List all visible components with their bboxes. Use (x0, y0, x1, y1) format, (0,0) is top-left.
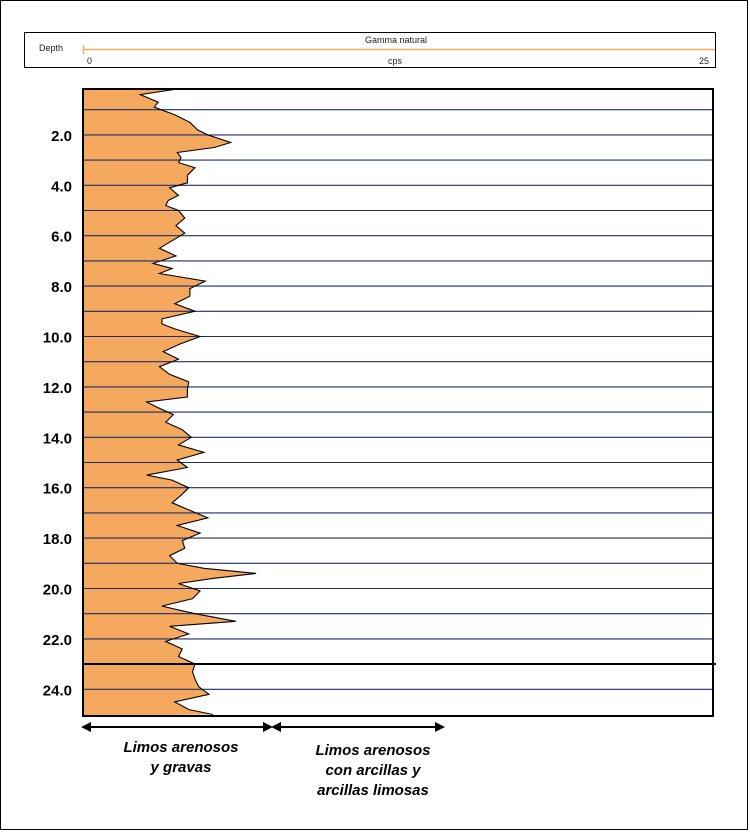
y-tick-label-18.0: 18.0 (43, 531, 72, 548)
right-zone-annotation: Limos arenosos con arcillas y arcillas l… (288, 741, 458, 801)
y-tick-label-8.0: 8.0 (51, 279, 72, 296)
right-zone-text: Limos arenosos con arcillas y arcillas l… (315, 742, 431, 799)
y-tick-label-10.0: 10.0 (43, 330, 72, 347)
right-zone-arrowhead-left (271, 722, 281, 732)
y-tick-label-14.0: 14.0 (43, 430, 72, 447)
y-tick-label-20.0: 20.0 (43, 582, 72, 599)
y-tick-label-2.0: 2.0 (51, 128, 72, 145)
plot-area (83, 89, 713, 716)
left-zone-text: Limos arenosos y gravas (123, 739, 239, 776)
y-tick-label-12.0: 12.0 (43, 380, 72, 397)
gamma-fill-area (83, 89, 257, 716)
y-tick-label-24.0: 24.0 (43, 682, 72, 699)
depth-label: Depth (39, 43, 64, 53)
scale-max-label: 25 (699, 56, 710, 66)
y-tick-label-6.0: 6.0 (51, 229, 72, 246)
y-tick-label-4.0: 4.0 (51, 178, 72, 195)
y-tick-label-16.0: 16.0 (43, 481, 72, 498)
curve-title: Gamma natural (365, 35, 428, 45)
left-zone-arrowhead-right (263, 722, 273, 732)
plot-border (82, 88, 714, 717)
left-zone-annotation: Limos arenosos y gravas (96, 738, 266, 778)
scale-min-label: 0 (87, 56, 93, 66)
y-tick-label-22.0: 22.0 (43, 632, 72, 649)
scale-unit-label: cps (388, 56, 403, 66)
right-zone-arrowhead-right (435, 722, 445, 732)
left-zone-arrowhead-left (81, 722, 91, 732)
gamma-curve-line (138, 88, 257, 716)
